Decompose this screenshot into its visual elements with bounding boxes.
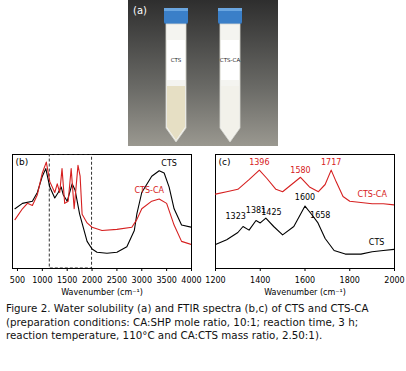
svg-text:CTS-CA: CTS-CA [134, 186, 164, 195]
svg-text:(c): (c) [219, 157, 231, 167]
svg-text:CTS: CTS [161, 159, 177, 168]
svg-text:1600: 1600 [295, 276, 315, 285]
svg-text:2000: 2000 [82, 276, 102, 285]
svg-text:CTS: CTS [369, 238, 385, 247]
svg-text:4000: 4000 [181, 276, 201, 285]
svg-text:CTS: CTS [171, 57, 182, 63]
svg-text:1000: 1000 [32, 276, 52, 285]
svg-text:1425: 1425 [261, 208, 281, 217]
svg-text:CTS-CA: CTS-CA [220, 57, 241, 63]
svg-text:1600: 1600 [295, 193, 315, 202]
svg-text:1717: 1717 [321, 158, 341, 167]
svg-text:Wavenumber (cm⁻¹): Wavenumber (cm⁻¹) [61, 288, 143, 297]
svg-text:1800: 1800 [340, 276, 360, 285]
svg-text:1400: 1400 [250, 276, 270, 285]
svg-text:2500: 2500 [107, 276, 127, 285]
svg-text:Wavenumber (cm⁻¹): Wavenumber (cm⁻¹) [264, 288, 346, 297]
svg-text:CTS-CA: CTS-CA [357, 190, 387, 199]
svg-text:500: 500 [10, 276, 25, 285]
svg-text:1580: 1580 [290, 166, 310, 175]
svg-text:1500: 1500 [57, 276, 77, 285]
svg-text:1658: 1658 [310, 211, 330, 220]
svg-text:2000: 2000 [384, 276, 404, 285]
svg-text:3000: 3000 [132, 276, 152, 285]
svg-text:1323: 1323 [225, 212, 245, 221]
svg-text:1396: 1396 [249, 158, 269, 167]
svg-text:1200: 1200 [205, 276, 225, 285]
svg-text:3500: 3500 [156, 276, 176, 285]
svg-text:1381: 1381 [245, 206, 267, 216]
svg-text:(a): (a) [133, 5, 147, 16]
svg-text:(b): (b) [16, 157, 29, 167]
html-text:Figure 2. Water solubility (a): Figure 2. Water solubility (a) and FTIR … [6, 302, 369, 341]
